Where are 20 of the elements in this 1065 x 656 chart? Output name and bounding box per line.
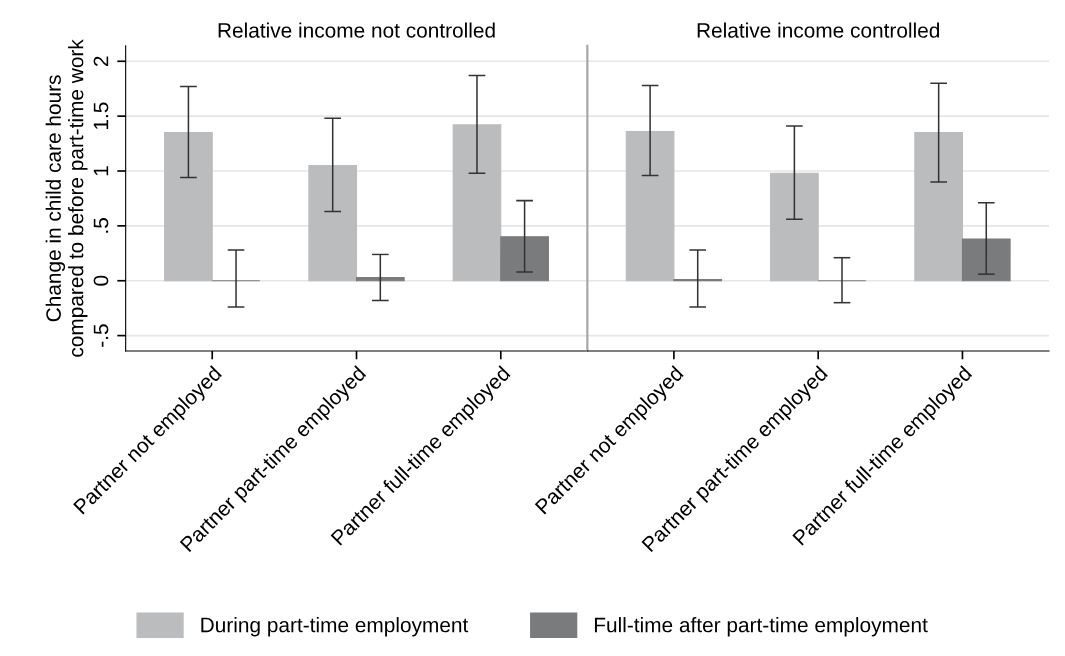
y-tick-label: 1.5 [93, 102, 109, 130]
bar [625, 130, 675, 282]
bar [308, 164, 358, 282]
y-tick-label: .5 [93, 218, 109, 233]
bar [500, 236, 549, 282]
chart-title: Relative income not controlled [218, 22, 495, 38]
bar [961, 238, 1011, 282]
legend-label: Full-time after part-time employment [594, 617, 928, 637]
y-axis-title: Change in child care hours compared to before part-time work [45, 39, 88, 357]
legend-label: During part-time employment [201, 617, 469, 637]
y-tick-label: -.5 [93, 324, 109, 347]
bar [452, 124, 502, 282]
y-tick-label: 2 [93, 56, 109, 67]
bar [355, 276, 405, 282]
bar [164, 132, 213, 282]
bar [770, 172, 819, 282]
y-tick-label: 1 [93, 166, 109, 176]
chart-title: Relative income controlled [697, 22, 940, 38]
y-tick-label: 0 [93, 275, 109, 286]
bar [914, 132, 964, 282]
